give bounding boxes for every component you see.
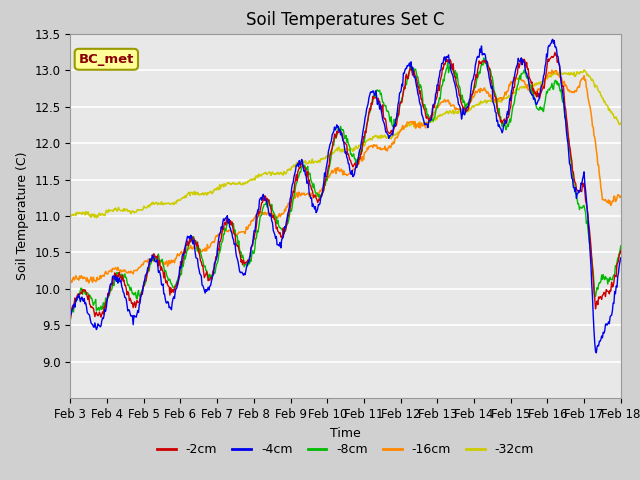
-16cm bbox=[77, 276, 84, 281]
-32cm bbox=[77, 210, 84, 216]
-2cm bbox=[67, 316, 74, 322]
-32cm bbox=[617, 120, 625, 126]
Line: -8cm: -8cm bbox=[70, 58, 621, 312]
-4cm bbox=[413, 83, 420, 88]
-32cm bbox=[413, 122, 421, 128]
-4cm bbox=[617, 255, 625, 261]
-8cm bbox=[429, 118, 437, 124]
-8cm bbox=[190, 234, 198, 240]
-32cm bbox=[134, 206, 141, 212]
-8cm bbox=[70, 309, 77, 315]
-16cm bbox=[548, 67, 556, 73]
-16cm bbox=[429, 112, 436, 118]
-8cm bbox=[67, 305, 74, 311]
-2cm bbox=[429, 110, 436, 116]
Line: -16cm: -16cm bbox=[70, 70, 621, 283]
Legend: -2cm, -4cm, -8cm, -16cm, -32cm: -2cm, -4cm, -8cm, -16cm, -32cm bbox=[152, 438, 539, 461]
Line: -2cm: -2cm bbox=[70, 52, 621, 319]
-8cm bbox=[480, 55, 488, 61]
-4cm bbox=[429, 105, 436, 111]
-32cm bbox=[190, 190, 198, 196]
-2cm bbox=[617, 248, 625, 253]
-32cm bbox=[429, 119, 437, 124]
-4cm bbox=[67, 311, 74, 316]
-16cm bbox=[413, 122, 420, 128]
-2cm bbox=[551, 49, 559, 55]
-4cm bbox=[593, 350, 600, 356]
-32cm bbox=[67, 211, 74, 217]
-4cm bbox=[218, 226, 226, 232]
-8cm bbox=[77, 285, 85, 291]
-8cm bbox=[413, 74, 421, 80]
-4cm bbox=[189, 241, 196, 247]
-2cm bbox=[77, 291, 84, 297]
-8cm bbox=[219, 238, 227, 243]
Line: -4cm: -4cm bbox=[70, 39, 621, 353]
-16cm bbox=[67, 280, 74, 286]
Title: Soil Temperatures Set C: Soil Temperatures Set C bbox=[246, 11, 445, 29]
-32cm bbox=[580, 67, 588, 73]
-32cm bbox=[93, 215, 100, 221]
-16cm bbox=[218, 228, 226, 234]
-16cm bbox=[133, 268, 141, 274]
-8cm bbox=[617, 243, 625, 249]
-16cm bbox=[189, 246, 196, 252]
-4cm bbox=[549, 36, 557, 42]
-8cm bbox=[134, 290, 141, 296]
-4cm bbox=[133, 311, 141, 316]
Y-axis label: Soil Temperature (C): Soil Temperature (C) bbox=[16, 152, 29, 280]
-32cm bbox=[219, 182, 227, 188]
-2cm bbox=[413, 76, 420, 82]
Line: -32cm: -32cm bbox=[70, 70, 621, 218]
-2cm bbox=[189, 235, 196, 240]
Text: BC_met: BC_met bbox=[79, 53, 134, 66]
X-axis label: Time: Time bbox=[330, 427, 361, 440]
-2cm bbox=[133, 298, 141, 303]
-16cm bbox=[617, 193, 625, 199]
-4cm bbox=[77, 299, 84, 304]
-2cm bbox=[218, 230, 226, 236]
